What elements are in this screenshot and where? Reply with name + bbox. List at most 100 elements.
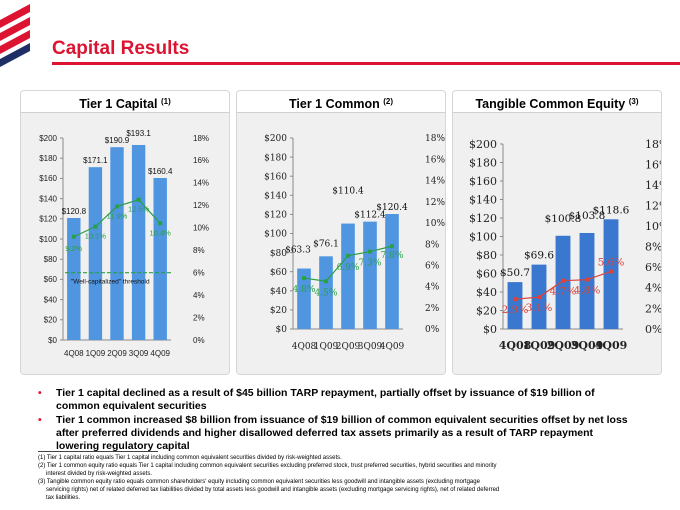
- y2-tick-label: 0%: [645, 323, 662, 336]
- chart-title-note: (2): [383, 97, 394, 106]
- bar-value-label: $193.1: [126, 129, 151, 138]
- ratio-label: 10.4%: [150, 228, 172, 237]
- y-tick-label: $120: [264, 211, 287, 221]
- y-tick-label: $60: [44, 275, 58, 284]
- x-tick-label: 4Q08: [499, 339, 532, 352]
- chart-panel-tier1-capital: Tier 1 Capital (1) $200 $180 $160 $140 $120 $…: [20, 90, 230, 375]
- y-tick-label: $180: [469, 156, 497, 169]
- y-tick-label: $160: [39, 174, 57, 183]
- bar: [341, 223, 355, 329]
- bar: [603, 219, 619, 329]
- y2-tick-label: 18%: [425, 134, 445, 144]
- y-tick-label: $140: [469, 193, 497, 206]
- tier1-common-chart: $200 $180 $160 $140 $120 $100 $80 $60 $40 $20 $0 18…: [264, 134, 445, 352]
- bar-value-label: $50.7: [500, 267, 530, 279]
- chart-title-text: Tier 1 Common: [288, 97, 380, 111]
- footnote-rule: [38, 451, 158, 452]
- summary-bullets: Tier 1 capital declined as a result of $…: [38, 387, 638, 454]
- chart-panel-tangible-common-equity: Tangible Common Equity (3) $200 $180 $160 $…: [452, 90, 662, 375]
- ratio-point: [561, 278, 565, 283]
- y-tick-label: $140: [39, 194, 57, 203]
- y2-tick-label: 12%: [193, 201, 209, 210]
- ratio-label: 7.8%: [381, 251, 404, 261]
- y2-tick-label: 2%: [425, 304, 440, 314]
- y-tick-label: $20: [476, 304, 497, 317]
- y-tick-label: $0: [276, 325, 288, 335]
- y2-tick-label: 6%: [193, 268, 205, 277]
- tier1-capital-chart: $200 $180 $160 $140 $120 $100 $80 $60 $40 $20 $0 18…: [39, 129, 209, 358]
- y2-tick-label: 14%: [425, 177, 445, 187]
- ratio-label: 5.6%: [598, 256, 625, 268]
- y-tick-label: $0: [483, 323, 497, 336]
- footnote-3-cont2: tax liabilities.: [46, 495, 81, 501]
- y2-tick-label: 8%: [425, 240, 440, 250]
- y-tick-label: $60: [476, 267, 497, 280]
- y2-tick-label: 10%: [645, 220, 662, 233]
- ratio-label: 6.9%: [337, 263, 360, 273]
- y-tick-label: $40: [476, 286, 497, 299]
- y2-tick-label: 4%: [193, 291, 205, 300]
- y2-tick-label: 8%: [193, 246, 205, 255]
- y-tick-label: $20: [270, 306, 287, 316]
- y-tick-label: $40: [270, 287, 287, 297]
- ratio-label: 4.8%: [574, 285, 601, 297]
- chart-panel-tier1-common: Tier 1 Common (2) $200 $180 $160 $140 $120 $1…: [236, 90, 446, 375]
- x-tick-label: 2Q09: [336, 342, 361, 352]
- y2-tick-label: 4%: [645, 282, 662, 295]
- y2-tick-label: 10%: [425, 219, 445, 229]
- ratio-point: [302, 276, 306, 281]
- y2-tick-label: 18%: [193, 134, 209, 143]
- ratio-point: [93, 224, 98, 229]
- bar: [363, 221, 377, 329]
- bullet-item: Tier 1 common increased $8 billion from …: [38, 414, 638, 453]
- y2-tick-label: 12%: [645, 200, 662, 213]
- y-tick-label: $80: [44, 255, 58, 264]
- x-tick-label: 3Q09: [571, 339, 604, 352]
- x-tick-label: 3Q09: [358, 342, 383, 352]
- tangible-common-equity-chart: $200 $180 $160 $140 $120 $100 $80 $60 $40 $20 $0 18…: [469, 138, 662, 352]
- bar: [153, 177, 167, 340]
- bar-value-label: $171.1: [83, 156, 108, 165]
- y-tick-label: $80: [270, 249, 287, 259]
- bar: [131, 144, 146, 340]
- bar: [385, 214, 399, 329]
- x-tick-label: 4Q09: [150, 349, 170, 358]
- ratio-label: 4.7%: [550, 286, 577, 298]
- chart-title-note: (1): [160, 97, 171, 106]
- bar-value-label: $120.8: [62, 207, 87, 216]
- ratio-label: 10.1%: [85, 232, 107, 241]
- y-tick-label: $200: [264, 134, 287, 144]
- x-tick-label: 1Q09: [314, 342, 339, 352]
- bar: [507, 282, 523, 329]
- bar: [88, 167, 103, 340]
- x-tick-label: 2Q09: [547, 339, 580, 352]
- bar-value-label: $63.3: [285, 246, 311, 256]
- footnote-1: (1) Tier 1 capital ratio equals Tier 1 c…: [38, 455, 342, 461]
- y2-tick-label: 16%: [645, 158, 662, 171]
- ratio-label: 11.9%: [107, 211, 128, 220]
- ratio-point: [537, 295, 541, 300]
- bar-value-label: $112.4: [354, 211, 386, 221]
- bar-value-label: $118.6: [593, 204, 630, 216]
- ratio-point: [158, 221, 163, 226]
- ratio-label: 7.3%: [359, 259, 382, 269]
- x-tick-label: 2Q09: [107, 349, 127, 358]
- bar-value-label: $160.4: [148, 167, 173, 176]
- y-tick-label: $160: [264, 172, 287, 182]
- chart-title: Tier 1 Common (2): [237, 91, 445, 113]
- brand-flag-logo: [0, 4, 30, 67]
- x-tick-label: 4Q08: [292, 342, 317, 352]
- y2-tick-label: 14%: [645, 179, 662, 192]
- y2-tick-label: 6%: [645, 261, 662, 274]
- y-tick-label: $200: [39, 134, 57, 143]
- ratio-point: [390, 244, 394, 249]
- y-tick-label: $160: [469, 175, 497, 188]
- y2-tick-label: 16%: [193, 156, 209, 165]
- ratio-label: 4.5%: [315, 288, 338, 298]
- footnote-2: (2) Tier 1 common equity ratio equals Ti…: [38, 463, 497, 469]
- y-tick-label: $180: [264, 153, 287, 163]
- y-tick-label: $120: [39, 215, 57, 224]
- y-tick-label: $140: [264, 191, 287, 201]
- y2-tick-label: 0%: [193, 336, 205, 345]
- y-tick-label: $20: [44, 316, 58, 325]
